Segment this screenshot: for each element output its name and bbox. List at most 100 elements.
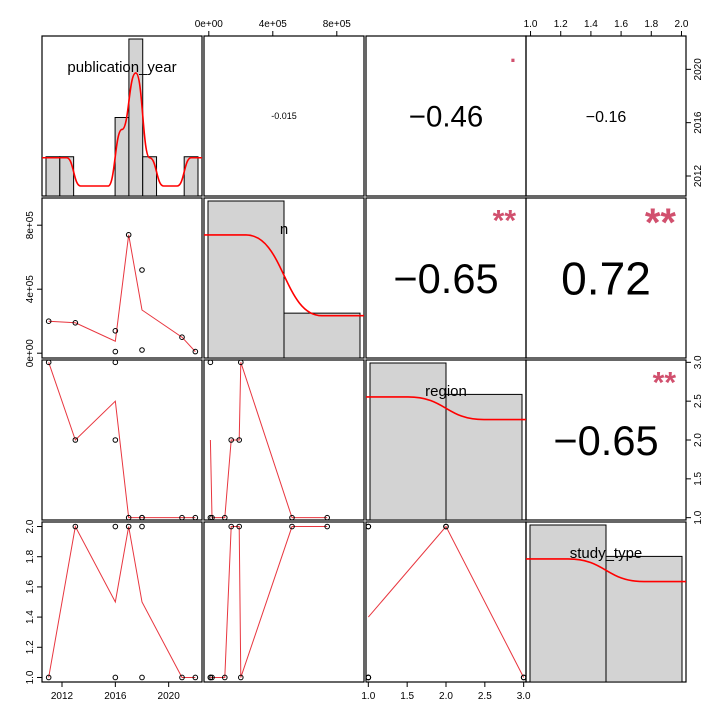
correlation-value-publication_year-region: −0.46	[409, 101, 484, 134]
histogram-bar-region	[445, 393, 523, 521]
data-point-n-vs-publication_year	[179, 334, 185, 341]
fit-line-study_type-vs-region	[367, 525, 525, 678]
data-point-study_type-vs-publication_year	[112, 674, 119, 681]
panel-frame-study_type-n	[203, 521, 365, 683]
panel-frame-publication_year-study_type	[525, 35, 687, 197]
x-tick-label-region: 2.5	[478, 691, 492, 702]
correlation-value-n-study_type: 0.72	[561, 253, 651, 305]
histogram-bar-publication_year	[59, 156, 75, 197]
variable-name-study_type: study_type	[570, 545, 643, 562]
histogram-bar-publication_year	[183, 156, 199, 197]
x-tick-label-study_type: 1.8	[644, 19, 658, 30]
histogram-bar-study_type	[529, 524, 607, 683]
y-tick-label-region: 1.0	[693, 510, 704, 524]
x-tick-label-publication_year: 2012	[51, 691, 74, 702]
data-point-region-vs-n	[238, 359, 244, 366]
correlation-value-publication_year-study_type: −0.16	[586, 109, 627, 126]
data-point-region-vs-n	[324, 514, 331, 521]
significance-stars-n-region: **	[493, 205, 517, 238]
data-point-study_type-vs-n	[222, 674, 228, 681]
data-point-n-vs-publication_year	[139, 267, 145, 273]
x-tick-label-n: 8e+05	[323, 19, 352, 30]
x-tick-label-publication_year: 2020	[158, 691, 181, 702]
y-tick-label-n: 4e+05	[25, 275, 36, 304]
histogram-bar-publication_year	[45, 156, 61, 197]
panel-frame-study_type-publication_year	[41, 521, 203, 683]
x-tick-label-n: 4e+05	[259, 19, 288, 30]
data-point-study_type-vs-n	[209, 674, 215, 681]
y-tick-label-study_type: 1.2	[25, 640, 36, 654]
correlation-value-publication_year-n: -0.015	[271, 111, 297, 121]
data-point-n-vs-publication_year	[139, 347, 145, 353]
y-tick-label-publication_year: 2012	[693, 164, 704, 187]
y-tick-label-region: 2.5	[693, 394, 704, 408]
x-tick-label-study_type: 1.2	[554, 19, 568, 30]
y-tick-label-region: 1.5	[693, 471, 704, 485]
variable-name-n: n	[280, 221, 288, 238]
data-point-study_type-vs-n	[324, 523, 331, 530]
x-tick-label-study_type: 1.4	[584, 19, 598, 30]
data-point-study_type-vs-region	[365, 674, 372, 681]
panel-frame-publication_year-n	[203, 35, 365, 197]
data-point-region-vs-publication_year	[45, 359, 52, 366]
data-point-region-vs-n	[228, 437, 234, 443]
data-point-study_type-vs-publication_year	[72, 523, 79, 530]
histogram-bar-n	[283, 312, 361, 359]
significance-stars-region-study_type: **	[653, 367, 677, 400]
data-point-study_type-vs-n	[238, 674, 244, 681]
panel-frame-region-publication_year	[41, 359, 203, 521]
correlation-value-region-study_type: −0.65	[553, 417, 658, 464]
data-point-study_type-vs-publication_year	[192, 674, 199, 681]
data-point-study_type-vs-publication_year	[139, 523, 145, 530]
y-tick-label-study_type: 2.0	[25, 519, 36, 533]
fit-line-n-vs-publication_year	[48, 234, 196, 352]
data-point-n-vs-publication_year	[125, 232, 132, 238]
data-point-region-vs-publication_year	[192, 514, 199, 521]
data-point-n-vs-publication_year	[72, 320, 79, 326]
data-point-study_type-vs-region	[520, 674, 527, 681]
x-tick-label-n: 0e+00	[195, 19, 224, 30]
variable-name-region: region	[425, 383, 467, 400]
data-point-study_type-vs-n	[236, 523, 242, 530]
data-point-study_type-vs-region	[443, 523, 449, 530]
data-point-region-vs-publication_year	[125, 514, 132, 521]
x-tick-label-region: 2.0	[439, 691, 453, 702]
y-tick-label-study_type: 1.6	[25, 580, 36, 594]
panel-frame-study_type-region	[365, 521, 527, 683]
fit-line-study_type-vs-publication_year	[48, 525, 196, 678]
fit-line-study_type-vs-n	[210, 526, 328, 678]
panel-frame-n-study_type	[525, 197, 687, 359]
x-tick-label-region: 3.0	[517, 691, 531, 702]
x-tick-label-study_type: 1.6	[614, 19, 628, 30]
data-point-study_type-vs-n	[228, 523, 234, 530]
significance-stars-n-study_type: **	[645, 201, 677, 245]
data-point-region-vs-publication_year	[179, 514, 185, 521]
y-tick-label-region: 2.0	[693, 433, 704, 447]
data-point-study_type-vs-n	[207, 674, 214, 681]
data-point-region-vs-publication_year	[139, 514, 145, 521]
variable-name-publication_year: publication_year	[67, 59, 176, 76]
data-point-region-vs-n	[222, 514, 228, 521]
histogram-bar-publication_year	[142, 156, 158, 197]
y-tick-label-n: 8e+05	[25, 211, 36, 240]
fit-line-region-vs-publication_year	[48, 362, 196, 519]
y-tick-label-study_type: 1.0	[25, 670, 36, 684]
panel-frame-n-publication_year	[41, 197, 203, 359]
density-curve-n	[204, 234, 364, 317]
y-tick-label-study_type: 1.4	[25, 610, 36, 624]
correlation-value-n-region: −0.65	[393, 255, 498, 302]
y-tick-label-region: 3.0	[693, 355, 704, 369]
data-point-region-vs-n	[207, 514, 214, 521]
data-point-region-vs-publication_year	[112, 359, 119, 366]
data-point-study_type-vs-region	[365, 523, 372, 530]
significance-stars-publication_year-region: .	[510, 42, 516, 67]
data-point-region-vs-n	[207, 359, 214, 366]
data-point-region-vs-n	[236, 437, 242, 443]
data-point-study_type-vs-n	[289, 523, 295, 530]
panel-frame-region-n	[203, 359, 365, 521]
histogram-bar-n	[207, 200, 285, 359]
x-tick-label-study_type: 1.0	[524, 19, 538, 30]
x-tick-label-study_type: 2.0	[675, 19, 689, 30]
y-tick-label-publication_year: 2020	[693, 58, 704, 81]
